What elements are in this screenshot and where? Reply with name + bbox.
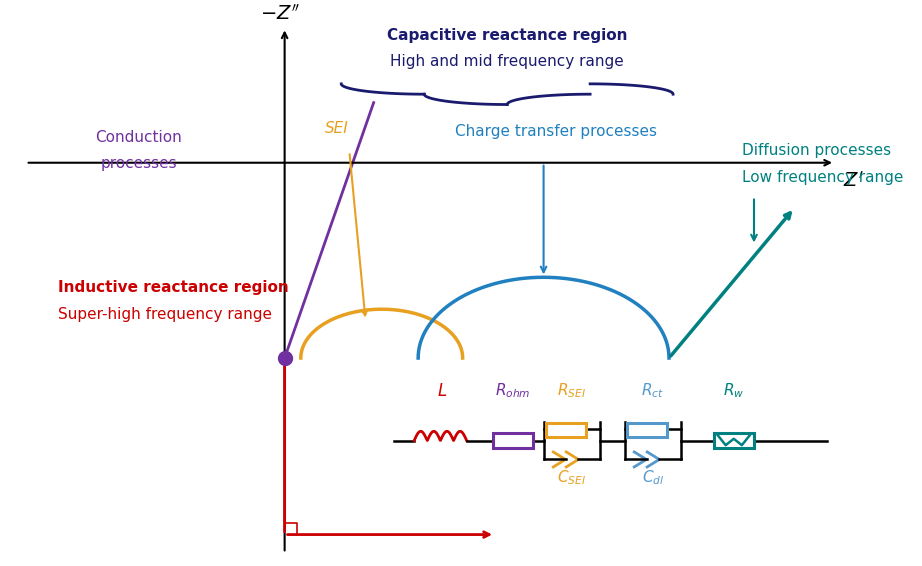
Bar <box>492 433 533 448</box>
Bar <box>627 423 668 437</box>
Text: Low frequency range: Low frequency range <box>742 169 904 185</box>
Text: SEI: SEI <box>325 121 349 136</box>
Text: $C_{dl}$: $C_{dl}$ <box>642 468 664 487</box>
Text: $-Z''$: $-Z''$ <box>260 4 301 24</box>
Text: $C_{SEI}$: $C_{SEI}$ <box>558 468 586 487</box>
Text: $R_{w}$: $R_{w}$ <box>723 381 744 400</box>
Text: $R_{SEI}$: $R_{SEI}$ <box>558 381 586 400</box>
Bar <box>714 433 754 448</box>
Bar <box>546 423 586 437</box>
Text: $Z'$: $Z'$ <box>843 170 864 190</box>
Text: Conduction: Conduction <box>96 130 183 145</box>
Text: Capacitive reactance region: Capacitive reactance region <box>387 28 628 42</box>
Text: $L$: $L$ <box>437 381 447 400</box>
Text: $R_{ct}$: $R_{ct}$ <box>642 381 665 400</box>
Text: Diffusion processes: Diffusion processes <box>742 143 891 158</box>
Text: $R_{ohm}$: $R_{ohm}$ <box>495 381 530 400</box>
Text: High and mid frequency range: High and mid frequency range <box>390 54 624 69</box>
Text: Super-high frequency range: Super-high frequency range <box>58 307 272 321</box>
Text: Inductive reactance region: Inductive reactance region <box>58 280 289 295</box>
Text: processes: processes <box>100 156 177 171</box>
Text: Charge transfer processes: Charge transfer processes <box>455 125 656 139</box>
